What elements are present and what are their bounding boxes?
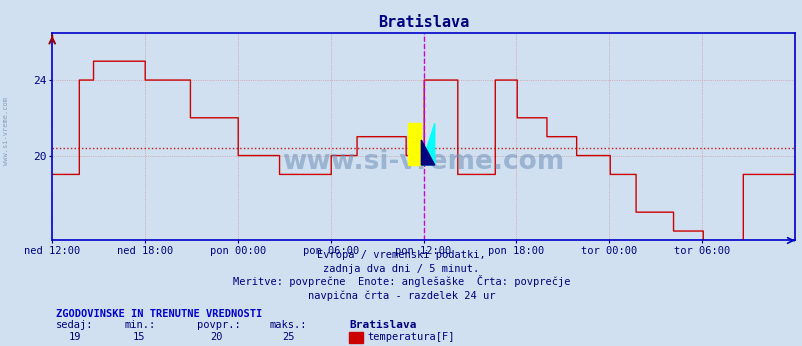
Text: www.si-vreme.com: www.si-vreme.com bbox=[3, 98, 10, 165]
Text: 19: 19 bbox=[68, 332, 81, 342]
Text: 20: 20 bbox=[210, 332, 223, 342]
Text: 25: 25 bbox=[282, 332, 295, 342]
Text: 15: 15 bbox=[132, 332, 145, 342]
Text: sedaj:: sedaj: bbox=[56, 320, 94, 330]
Text: zadnja dva dni / 5 minut.: zadnja dva dni / 5 minut. bbox=[323, 264, 479, 274]
Text: Meritve: povprečne  Enote: anglešaške  Črta: povprečje: Meritve: povprečne Enote: anglešaške Črt… bbox=[233, 275, 569, 288]
Text: povpr.:: povpr.: bbox=[196, 320, 240, 330]
Text: temperatura[F]: temperatura[F] bbox=[367, 332, 454, 342]
Bar bbox=[407, 124, 421, 165]
Text: Bratislava: Bratislava bbox=[349, 320, 416, 330]
Polygon shape bbox=[421, 140, 434, 165]
Title: Bratislava: Bratislava bbox=[378, 15, 468, 30]
Text: Evropa / vremenski podatki,: Evropa / vremenski podatki, bbox=[317, 250, 485, 260]
Text: maks.:: maks.: bbox=[269, 320, 306, 330]
Polygon shape bbox=[421, 124, 434, 165]
Text: min.:: min.: bbox=[124, 320, 156, 330]
Text: www.si-vreme.com: www.si-vreme.com bbox=[282, 148, 564, 175]
Text: navpična črta - razdelek 24 ur: navpična črta - razdelek 24 ur bbox=[307, 291, 495, 301]
Text: ZGODOVINSKE IN TRENUTNE VREDNOSTI: ZGODOVINSKE IN TRENUTNE VREDNOSTI bbox=[56, 309, 262, 319]
